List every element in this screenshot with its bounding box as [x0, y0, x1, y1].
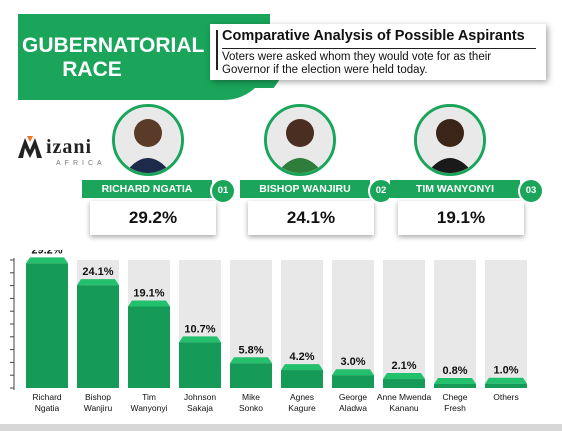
- bar-value-label: 5.8%: [238, 344, 263, 356]
- bar-top-face: [485, 377, 527, 384]
- x-tick-label: Others: [493, 392, 519, 402]
- bar-background: [383, 260, 425, 388]
- headline-divider: [216, 30, 218, 70]
- candidate-card-1: RICHARD NGATIA 01 29.2%: [82, 104, 242, 244]
- candidate-card-3: TIM WANYONYI 03 19.1%: [390, 104, 550, 244]
- bar: [332, 375, 374, 388]
- bar-background: [485, 260, 527, 388]
- bar-top-face: [128, 300, 170, 307]
- bar-background: [332, 260, 374, 388]
- x-tick-label: Sakaja: [187, 403, 213, 413]
- x-tick-label: Aladwa: [339, 403, 367, 413]
- candidate-number: 01: [210, 178, 236, 204]
- logo-subtext: AFRICA: [56, 160, 106, 167]
- candidate-name: BISHOP WANJIRU: [240, 180, 370, 198]
- bar: [26, 263, 68, 388]
- mizani-logo: izani AFRICA: [16, 132, 112, 172]
- bar: [77, 285, 119, 388]
- bar-value-label: 19.1%: [133, 288, 164, 300]
- logo-text: izani: [46, 136, 93, 158]
- headline-subtitle: Voters were asked whom they would vote f…: [222, 51, 492, 76]
- bar: [434, 384, 476, 388]
- headline-box: [210, 24, 546, 80]
- x-tick-label: Fresh: [444, 403, 466, 413]
- headline-title: Comparative Analysis of Possible Aspiran…: [222, 28, 525, 44]
- candidate-name: RICHARD NGATIA: [82, 180, 212, 198]
- bar-background: [434, 260, 476, 388]
- candidate-percent: 29.2%: [90, 201, 216, 235]
- candidate-card-2: BISHOP WANJIRU 02 24.1%: [240, 104, 400, 244]
- bar-value-label: 1.0%: [493, 365, 518, 377]
- candidate-number: 03: [518, 178, 544, 204]
- bar-value-label: 24.1%: [82, 266, 113, 278]
- bar-top-face: [230, 357, 272, 364]
- bar-value-label: 0.8%: [442, 365, 467, 377]
- race-title: GUBERNATORIAL RACE: [22, 34, 205, 81]
- x-tick-label: Kagure: [288, 403, 316, 413]
- x-tick-label: Kananu: [389, 403, 419, 413]
- bar: [281, 370, 323, 388]
- bottom-divider: [0, 424, 562, 431]
- bar: [128, 306, 170, 388]
- bar-value-label: 2.1%: [391, 360, 416, 372]
- x-tick-label: Sonko: [239, 403, 263, 413]
- person-silhouette-icon: [115, 107, 181, 173]
- x-tick-label: Wanjiru: [84, 403, 113, 413]
- x-tick-label: Anne Mwenda: [377, 392, 432, 402]
- x-tick-label: Mike: [242, 392, 260, 402]
- candidate-photo: [264, 104, 336, 176]
- bar: [383, 379, 425, 388]
- candidate-name: TIM WANYONYI: [390, 180, 520, 198]
- bar-top-face: [281, 364, 323, 371]
- bar-value-label: 4.2%: [289, 351, 314, 363]
- x-tick-label: Chege: [442, 392, 467, 402]
- candidate-percent: 24.1%: [248, 201, 374, 235]
- person-silhouette-icon: [417, 107, 483, 173]
- mizani-m-icon: [18, 136, 42, 158]
- bar-top-face: [26, 257, 68, 264]
- x-tick-label: Johnson: [184, 392, 216, 402]
- bar: [485, 383, 527, 388]
- bar-value-label: 10.7%: [184, 323, 215, 335]
- bar: [230, 363, 272, 388]
- x-tick-label: Tim: [142, 392, 156, 402]
- bar-value-label: 29.2%: [31, 250, 62, 256]
- bar-top-face: [434, 378, 476, 384]
- x-tick-label: Richard: [32, 392, 62, 402]
- x-tick-label: Agnes: [290, 392, 314, 402]
- bar: [179, 342, 221, 388]
- x-tick-label: Ngatia: [35, 403, 60, 413]
- candidate-photo: [112, 104, 184, 176]
- person-silhouette-icon: [267, 107, 333, 173]
- bar-top-face: [77, 279, 119, 286]
- x-tick-label: Bishop: [85, 392, 111, 402]
- x-tick-label: George: [339, 392, 368, 402]
- bar-top-face: [332, 369, 374, 376]
- headline-underline: [222, 48, 536, 49]
- candidate-percent: 19.1%: [398, 201, 524, 235]
- x-tick-label: Wanyonyi: [130, 403, 167, 413]
- bar-value-label: 3.0%: [340, 356, 365, 368]
- bar-top-face: [179, 336, 221, 343]
- candidate-photo: [414, 104, 486, 176]
- bar-top-face: [383, 373, 425, 380]
